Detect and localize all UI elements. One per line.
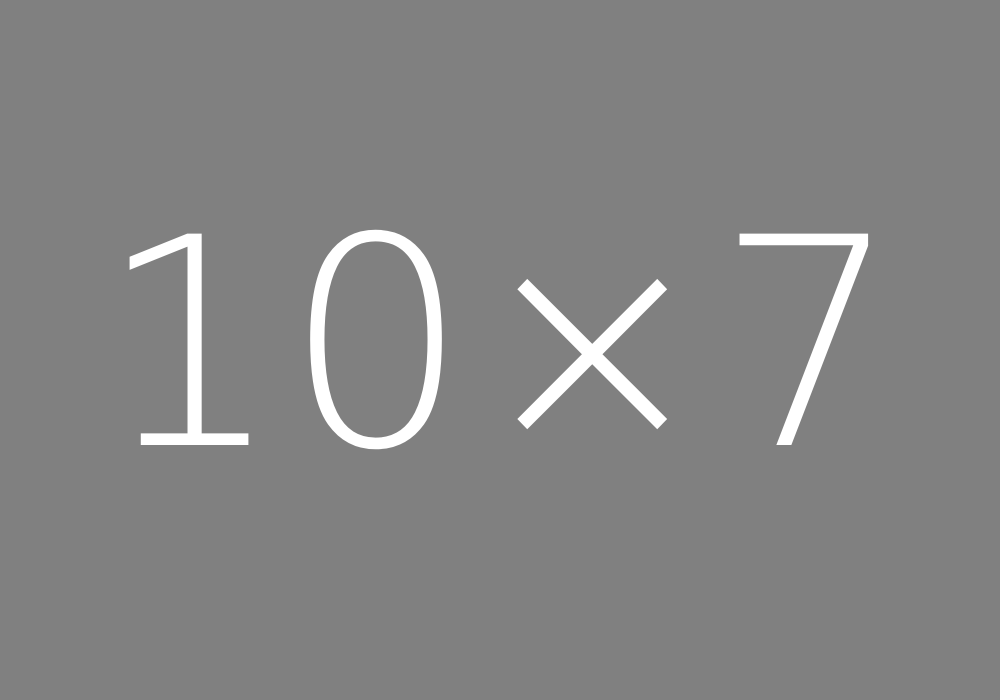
placeholder-dimensions-text: 10×7 — [97, 177, 903, 514]
